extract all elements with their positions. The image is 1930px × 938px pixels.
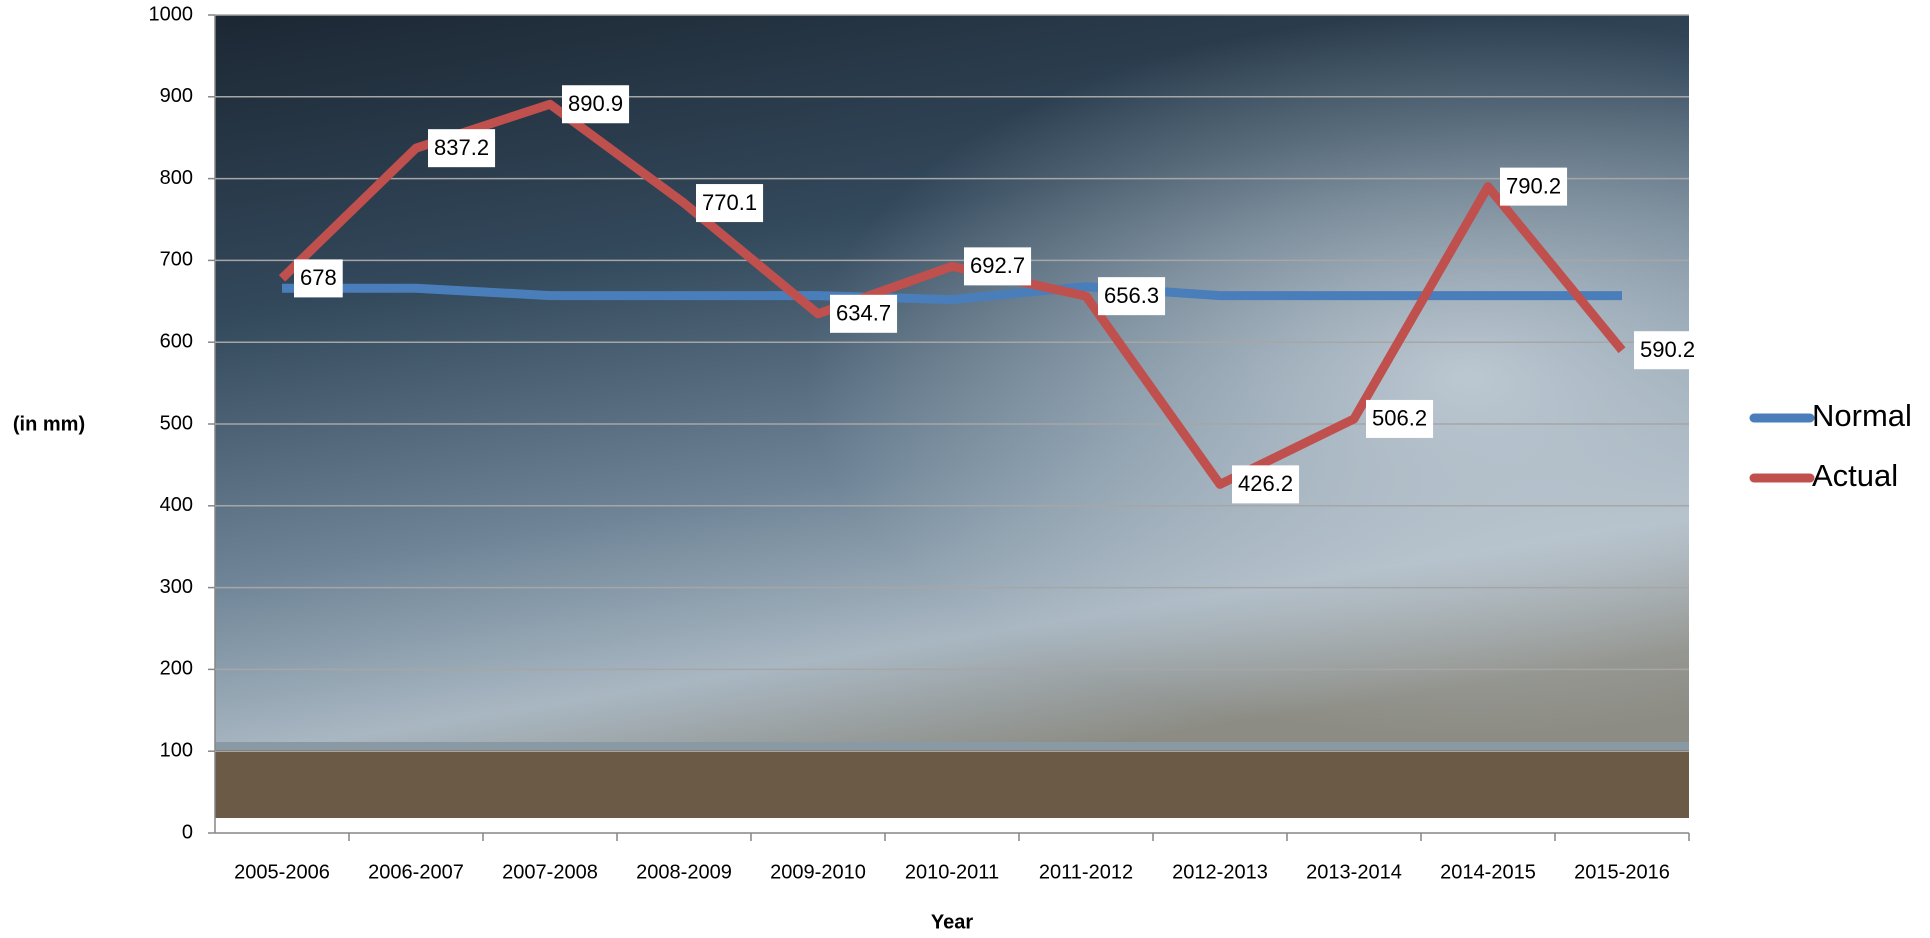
x-tick-label: 2015-2016 — [1574, 861, 1670, 883]
x-axis-title: Year — [931, 911, 973, 933]
data-label: 790.2 — [1506, 173, 1561, 198]
data-label: 678 — [300, 265, 337, 290]
x-tick-label: 2006-2007 — [368, 861, 464, 883]
x-tick-label: 2010-2011 — [905, 861, 999, 883]
y-tick-label: 500 — [160, 412, 193, 434]
data-label: 426.2 — [1238, 471, 1293, 496]
data-label: 770.1 — [702, 190, 757, 215]
data-label: 837.2 — [434, 135, 489, 160]
chart: (in mm) Year 0 100 200 300 400 500 600 700 800 90… — [0, 0, 1930, 938]
data-label: 890.9 — [568, 91, 623, 116]
x-tick-label: 2009-2010 — [770, 861, 866, 883]
y-tick-label: 300 — [160, 576, 193, 598]
y-tick-label: 0 — [182, 821, 193, 843]
x-tick-label: 2013-2014 — [1306, 861, 1402, 883]
y-tick-label: 1000 — [149, 3, 194, 25]
y-axis-title: (in mm) — [13, 413, 85, 435]
y-tick-label: 600 — [160, 330, 193, 352]
legend-label: Normal — [1812, 398, 1912, 433]
y-tick-label: 100 — [160, 739, 193, 761]
y-tick-label: 200 — [160, 658, 193, 680]
y-tick-label: 400 — [160, 494, 193, 516]
y-tick-label: 800 — [160, 167, 193, 189]
legend-label: Actual — [1812, 458, 1898, 493]
x-tick-label: 2008-2009 — [636, 861, 732, 883]
x-tick-label: 2014-2015 — [1440, 861, 1536, 883]
data-label: 634.7 — [836, 301, 891, 326]
y-tick-label: 900 — [160, 85, 193, 107]
data-label: 506.2 — [1372, 406, 1427, 431]
data-label: 656.3 — [1104, 283, 1159, 308]
x-tick-label: 2007-2008 — [502, 861, 598, 883]
y-tick-label: 700 — [160, 249, 193, 271]
x-tick-label: 2005-2006 — [234, 861, 330, 883]
x-tick-label: 2012-2013 — [1172, 861, 1268, 883]
data-label: 692.7 — [970, 253, 1025, 278]
x-tick-label: 2011-2012 — [1039, 861, 1133, 883]
data-label: 590.2 — [1640, 337, 1695, 362]
